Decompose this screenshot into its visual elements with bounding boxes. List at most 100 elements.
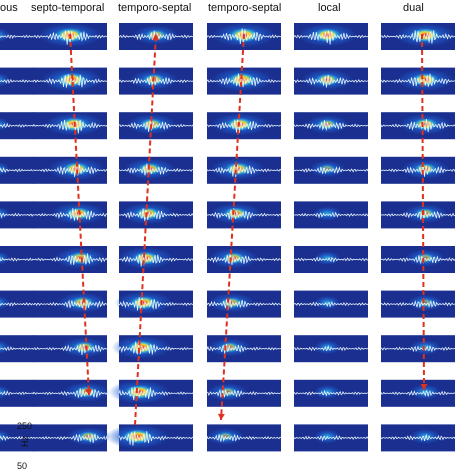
spectrogram-panel [293,246,369,273]
spectrogram-panel [0,67,35,95]
lfp-trace [118,119,194,132]
spectrogram-panel [293,379,369,407]
lfp-trace [380,30,456,44]
column-title-1: ous [0,2,18,14]
lfp-trace [32,253,108,265]
lfp-trace [380,255,456,265]
spectrogram-panel [0,290,35,318]
spectrogram-panel [32,67,108,95]
lfp-trace [118,297,193,311]
spectrogram-panel [0,23,35,50]
spectrogram-panel [206,335,282,363]
lfp-trace [0,78,35,84]
spectrogram-panel [206,156,282,184]
power-halo [0,385,11,399]
lfp-trace [32,388,108,398]
spectrogram-panel [293,424,369,452]
propagation-arrow-temporo-septal-2 [220,33,245,421]
lfp-trace [293,256,369,263]
spectrogram-panel [293,290,369,318]
column-title-6: dual [403,2,424,14]
lfp-trace [206,28,282,45]
lfp-trace [118,386,194,401]
spectrogram-panel [293,335,369,363]
spectrogram-panel [118,67,194,95]
power-halo [313,206,342,221]
spectrogram-panel [206,379,282,407]
lfp-trace [293,435,369,442]
lfp-trace [207,253,282,265]
propagation-arrow-septo-temporal [69,33,90,396]
column-title-4: temporo-septal [208,2,282,14]
spectrogram-panel [294,201,369,229]
power-halo [0,296,11,310]
spectrogram-panel [380,156,456,184]
lfp-trace [118,341,194,356]
power-halo [0,73,11,87]
propagation-arrow-temporo-septal [134,33,157,426]
spectrogram-panel [117,246,194,273]
spectrogram-panel [0,424,35,452]
lfp-trace [206,164,282,178]
spectrogram-panel [33,156,108,184]
spectrogram-panel [380,379,456,407]
lfp-trace [118,208,194,222]
lfp-trace [206,388,282,398]
lfp-trace [0,435,35,442]
lfp-trace [32,433,108,443]
lfp-trace [118,76,194,88]
spectrogram-panel [32,246,108,273]
spectrogram-panel [293,156,369,184]
lfp-trace [118,163,194,176]
column-title-5: local [318,2,341,14]
spectrogram-panel [380,335,456,363]
power-core [63,162,89,176]
power-halo [0,340,11,355]
lfp-trace [32,74,108,88]
freq-axis-bottom-value: 50 [17,461,28,471]
spectrogram-panel [0,246,35,273]
lfp-trace [293,389,369,397]
spectrogram-panel [380,290,456,318]
lfp-trace [380,73,455,87]
lfp-trace [32,208,108,221]
lfp-trace [206,343,282,354]
lfp-trace [293,30,369,45]
lfp-trace [0,302,35,307]
spectrogram-panel [380,23,457,50]
power-halo [0,251,11,265]
lfp-trace [32,343,108,356]
lfp-trace [118,431,194,446]
propagation-arrow-temporo-septal-2-head [217,413,225,420]
power-core [411,28,439,42]
spectrogram-panel [32,201,108,229]
lfp-trace [0,390,35,396]
column-title-2: septo-temporal [31,2,105,14]
lfp-trace [33,162,108,177]
power-halo [409,384,441,400]
spectrogram-panel [32,335,109,363]
lfp-trace [293,120,369,132]
spectrogram-panel [206,201,282,229]
spectrogram-panel [0,112,35,140]
lfp-trace [0,167,35,174]
spectrogram-panel [0,201,35,229]
lfp-trace [0,346,35,352]
power-halo [314,340,341,355]
spectrogram-panel [114,290,193,318]
power-halo [0,206,11,221]
lfp-trace [0,256,35,262]
lfp-trace [293,166,369,175]
lfp-trace [294,74,369,88]
spectrogram-panel [206,67,282,95]
lfp-trace [380,119,456,133]
freq-axis-top-value: 250 [17,421,33,431]
spectrogram-panel [111,335,194,363]
propagation-arrow-dual-head [420,383,428,390]
lfp-trace [293,300,369,308]
lfp-trace [380,389,456,397]
lfp-trace [294,211,369,219]
lfp-trace [380,299,456,309]
